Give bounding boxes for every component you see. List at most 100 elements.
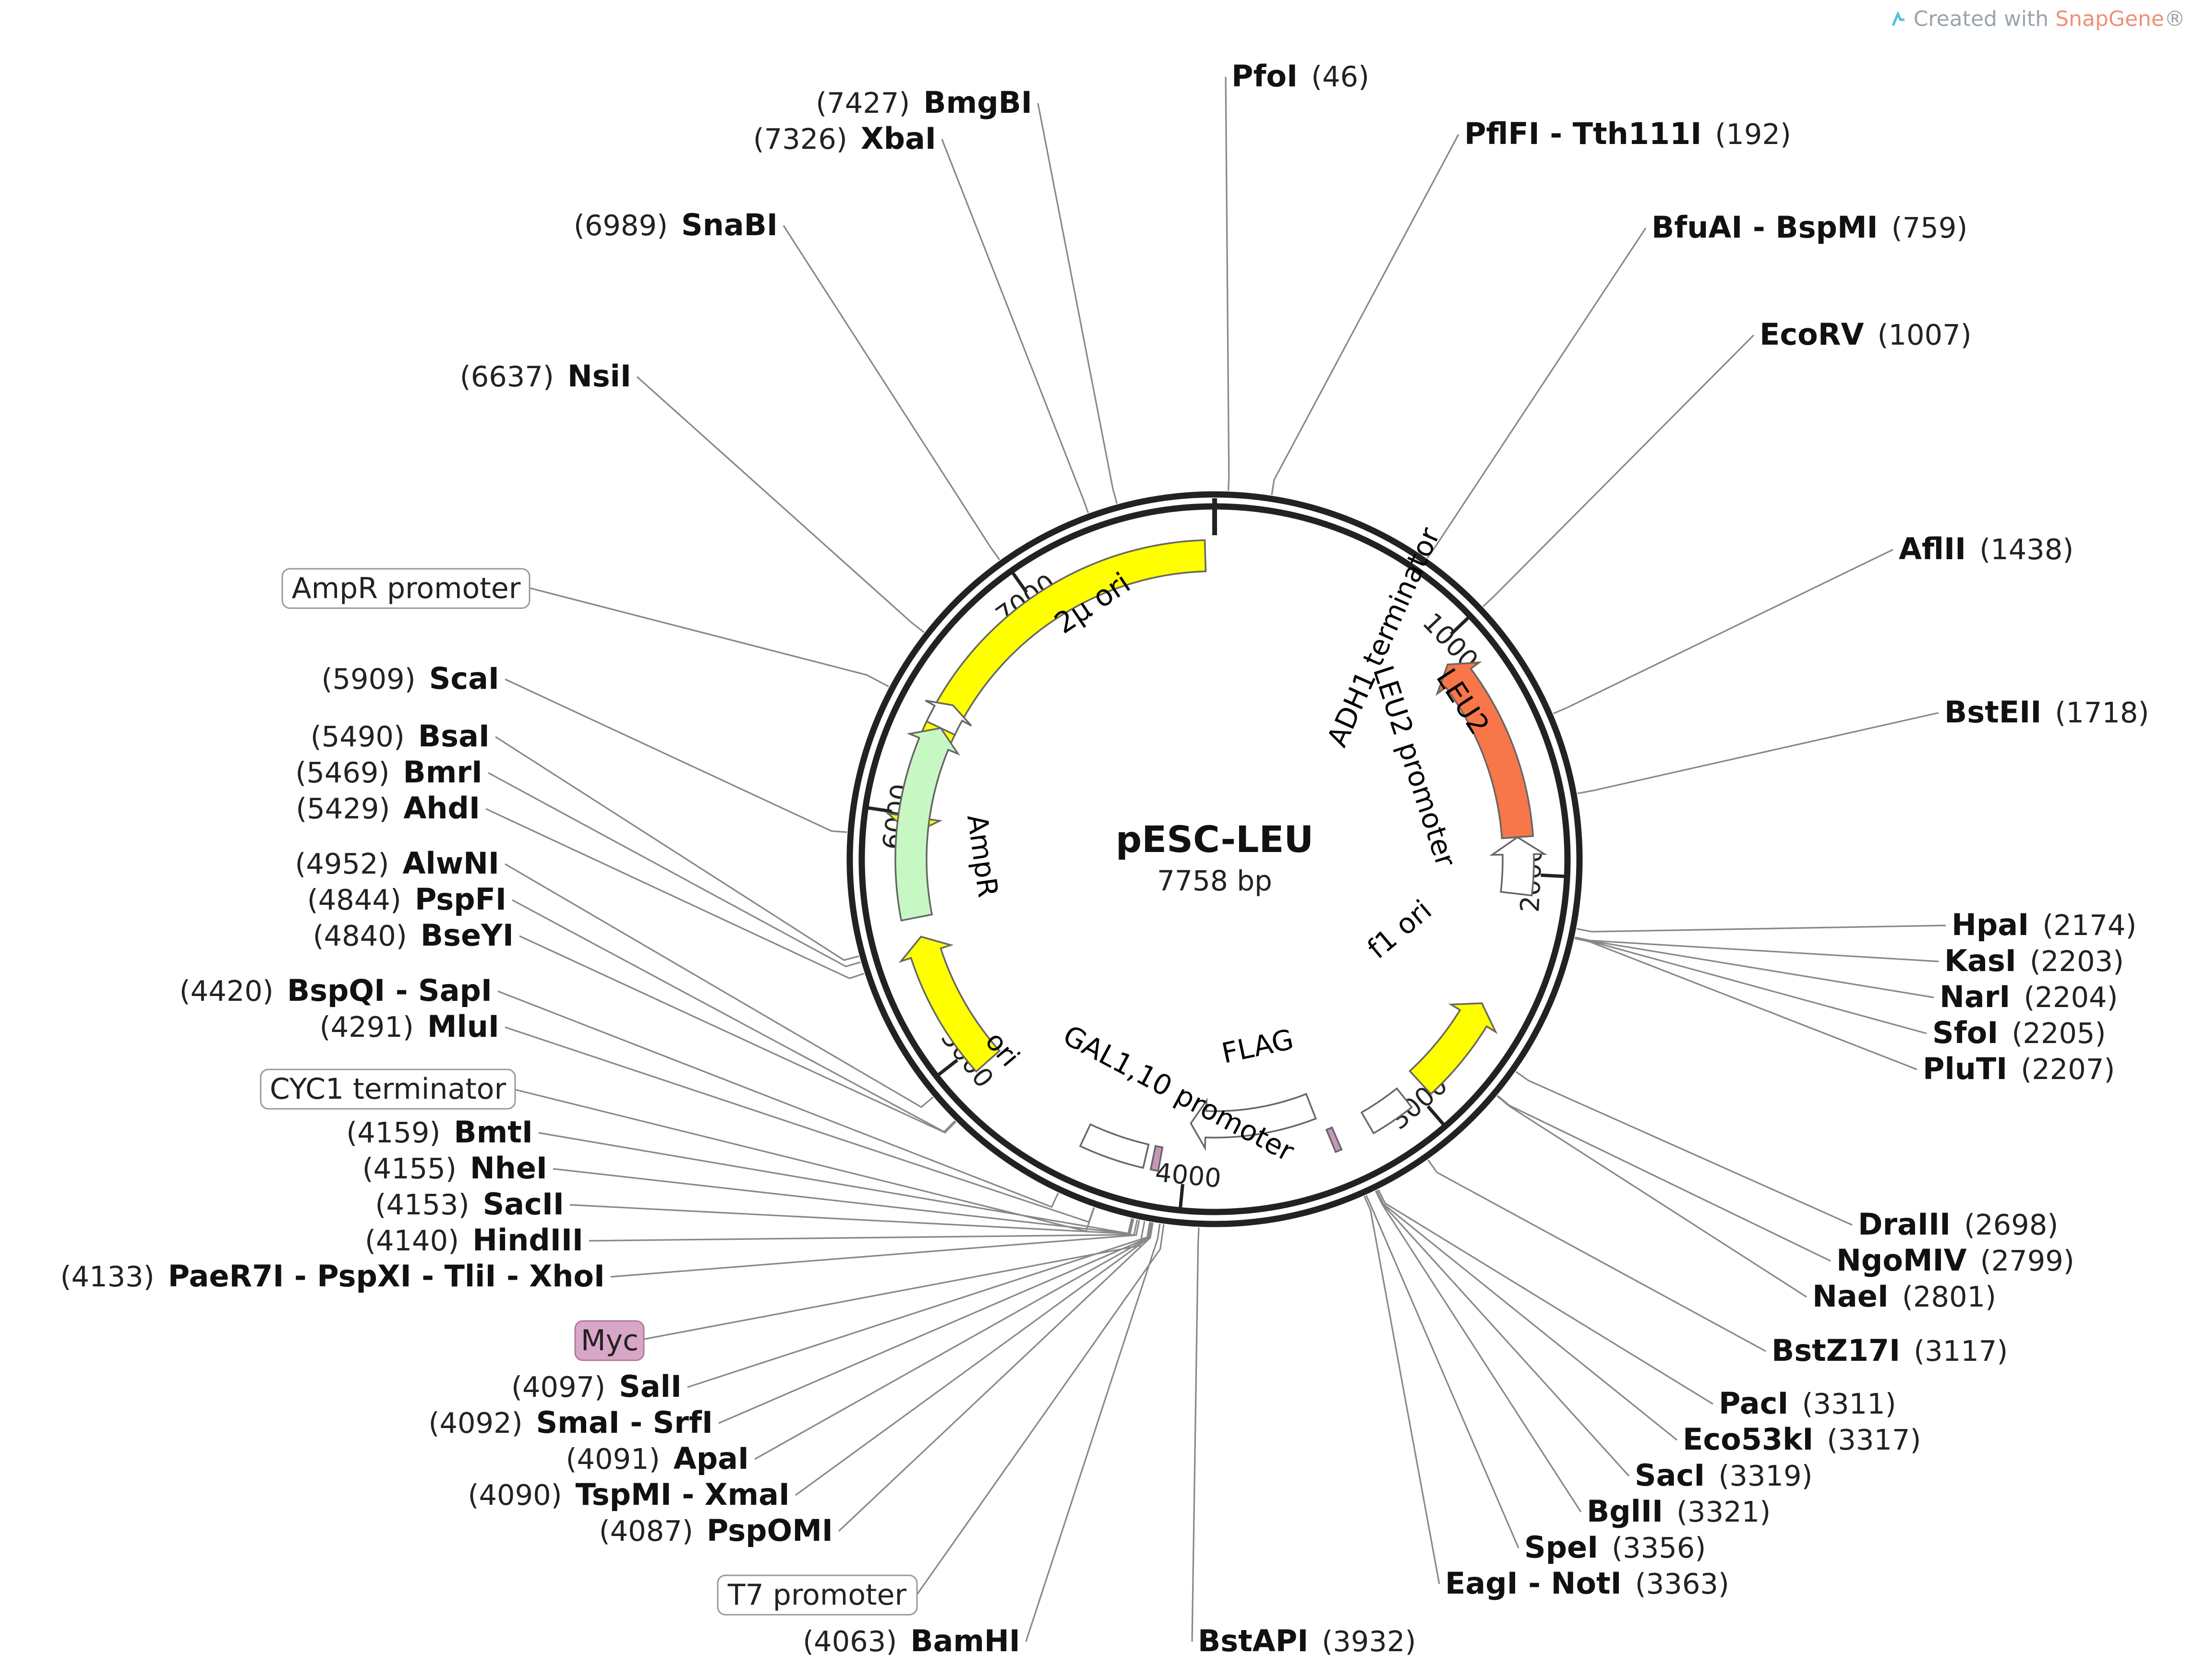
leader-outside-feature-1 — [515, 1089, 1095, 1232]
leader-pflfi-tth111i — [1271, 134, 1459, 495]
leader-pspfi — [512, 899, 956, 1133]
leader-saci — [1375, 1190, 1630, 1477]
site-name: BsaI — [418, 719, 490, 754]
site-name: PspFI — [415, 882, 506, 917]
site-label-alwni: (4952) AlwNI — [295, 846, 499, 881]
leader-pluti — [1574, 937, 1917, 1070]
site-position: (2174) — [2042, 909, 2136, 942]
leader-smai-srfi — [718, 1222, 1152, 1424]
leader-bsai — [495, 736, 859, 961]
site-position: (3356) — [1612, 1531, 1706, 1564]
site-position: (7326) — [753, 122, 847, 156]
site-position: (1007) — [1877, 318, 1971, 351]
site-label-scai: (5909) ScaI — [322, 661, 500, 696]
site-position: (2204) — [2024, 981, 2118, 1014]
site-position: (4091) — [566, 1442, 660, 1476]
site-label-pflfi-tth111i: PflFI - Tth111I (192) — [1464, 116, 1791, 151]
feature-ampr — [894, 727, 961, 922]
leader-eco53ki — [1376, 1190, 1678, 1441]
site-label-ngomiv: NgoMIV (2799) — [1836, 1243, 2074, 1278]
site-label-nhei: (4155) NheI — [362, 1151, 547, 1186]
site-label-tspmi-xmai: (4090) TspMI - XmaI — [468, 1477, 790, 1512]
site-position: (3363) — [1635, 1567, 1729, 1600]
snapgene-logo-icon — [1892, 12, 1905, 26]
leader-scai — [505, 678, 847, 833]
leader-spei — [1365, 1195, 1519, 1548]
leader-nsii — [636, 376, 925, 633]
site-position: (6637) — [460, 360, 554, 393]
outside-feature-cyc1-terminator: CYC1 terminator — [260, 1068, 516, 1110]
leader-alwni — [505, 863, 934, 1108]
leader-pspomi — [838, 1222, 1154, 1532]
site-label-paer7i-pspxi-tlii-xhoi: (4133) PaeR7I - PspXI - TliI - XhoI — [60, 1259, 605, 1294]
feature-leu2 — [1435, 661, 1534, 840]
plasmid-length: 7758 bp — [1157, 864, 1272, 897]
site-name: PflFI - Tth111I — [1464, 116, 1701, 151]
site-position: (3321) — [1676, 1495, 1771, 1528]
site-position: (4092) — [428, 1406, 522, 1440]
leader-bstz17i — [1427, 1159, 1766, 1352]
outside-feature-label: AmpR promoter — [292, 572, 521, 605]
feature-ampr-promoter — [925, 699, 972, 736]
site-position: (2203) — [2030, 945, 2124, 978]
leader-xbai — [941, 139, 1089, 514]
site-label-bspqi-sapi: (4420) BspQI - SapI — [180, 973, 492, 1008]
site-label-bglii: BglII (3321) — [1587, 1494, 1771, 1529]
site-name: BmtI — [454, 1115, 533, 1150]
site-label-bstz17i: BstZ17I (3117) — [1772, 1333, 2008, 1368]
leader-naei — [1496, 1095, 1807, 1298]
site-label-nari: NarI (2204) — [1940, 979, 2118, 1014]
site-position: (4140) — [365, 1224, 459, 1257]
site-position: (4063) — [803, 1625, 897, 1658]
leader-hindiii — [589, 1219, 1138, 1242]
site-name: Eco53kI — [1683, 1422, 1813, 1457]
site-position: (4155) — [362, 1152, 457, 1185]
site-name: PacI — [1719, 1386, 1788, 1421]
outside-feature-myc: Myc — [574, 1320, 645, 1361]
site-name: SalI — [619, 1369, 682, 1404]
site-name: KasI — [1944, 943, 2016, 978]
leader-bglii — [1374, 1190, 1582, 1512]
site-position: (4291) — [320, 1010, 414, 1044]
site-label-bstapi: BstAPI (3932) — [1198, 1623, 1416, 1658]
feature-myc — [1149, 1145, 1164, 1172]
site-name: BglII — [1587, 1494, 1663, 1529]
feature-arrows — [885, 539, 1547, 1172]
site-name: BmgBI — [923, 85, 1032, 120]
leader-bmti — [538, 1132, 1133, 1235]
site-name: NgoMIV — [1836, 1243, 1967, 1278]
site-position: (1718) — [2055, 696, 2149, 729]
leader-sfoi — [1574, 937, 1927, 1034]
site-position: (46) — [1311, 60, 1369, 93]
leader-nari — [1575, 936, 1934, 998]
site-name: BfuAI - BspMI — [1652, 210, 1878, 245]
site-position: (4159) — [346, 1116, 440, 1149]
leader-ecorv — [1483, 334, 1755, 607]
site-label-spei: SpeI (3356) — [1524, 1530, 1706, 1565]
site-position: (6989) — [574, 209, 668, 242]
site-position: (2205) — [2012, 1017, 2106, 1050]
site-position: (4844) — [307, 883, 401, 916]
leader-bmgbi — [1037, 103, 1118, 504]
site-label-naei: NaeI (2801) — [1812, 1279, 1996, 1314]
site-position: (2799) — [1980, 1244, 2074, 1277]
site-name: XbaI — [861, 121, 936, 156]
site-position: (4090) — [468, 1478, 562, 1512]
outside-feature-t7-promoter: T7 promoter — [717, 1574, 918, 1616]
site-label-bmgbi: (7427) BmgBI — [816, 85, 1032, 120]
leader-paer7i-pspxi-tlii-xhoi — [610, 1220, 1140, 1278]
site-name: BseYI — [421, 918, 514, 953]
site-name: EagI - NotI — [1445, 1566, 1622, 1601]
tick-label-4000: 4000 — [1154, 1157, 1222, 1194]
outside-feature-label: Myc — [581, 1324, 639, 1357]
site-position: (2698) — [1964, 1208, 2058, 1241]
site-label-kasi: KasI (2203) — [1944, 943, 2124, 978]
leader-draiii — [1515, 1071, 1853, 1226]
site-position: (5909) — [322, 662, 416, 696]
site-label-ecorv: EcoRV (1007) — [1760, 317, 1972, 352]
site-label-bmti: (4159) BmtI — [346, 1115, 533, 1150]
plasmid-name: pESC-LEU — [1116, 818, 1314, 861]
site-name: BspQI - SapI — [287, 973, 492, 1008]
leader-pfoi — [1225, 76, 1230, 491]
site-position: (3317) — [1827, 1423, 1921, 1456]
